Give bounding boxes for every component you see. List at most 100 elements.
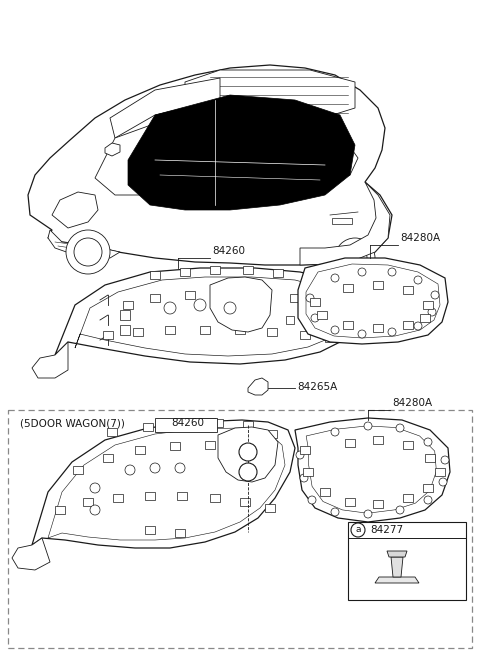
Polygon shape: [105, 143, 120, 156]
Circle shape: [175, 463, 185, 473]
Bar: [145, 526, 155, 534]
Circle shape: [335, 238, 375, 278]
Text: 84260: 84260: [171, 418, 204, 428]
Bar: [348, 522, 466, 600]
Circle shape: [239, 463, 257, 481]
Text: 84265A: 84265A: [297, 382, 337, 392]
Bar: [123, 301, 133, 309]
Bar: [320, 488, 330, 496]
Circle shape: [296, 451, 304, 459]
Bar: [300, 331, 310, 339]
Circle shape: [414, 322, 422, 330]
Bar: [345, 439, 355, 447]
Text: (5DOOR WAGON(7)): (5DOOR WAGON(7)): [20, 418, 125, 428]
Bar: [265, 504, 275, 512]
Circle shape: [364, 510, 372, 518]
Circle shape: [431, 291, 439, 299]
Text: a: a: [245, 447, 251, 457]
Bar: [143, 423, 153, 431]
Bar: [243, 421, 253, 429]
Circle shape: [396, 424, 404, 432]
Bar: [120, 310, 130, 320]
Bar: [423, 484, 433, 492]
Bar: [103, 454, 113, 462]
Bar: [300, 446, 310, 454]
Bar: [373, 500, 383, 508]
Bar: [326, 324, 334, 332]
Bar: [185, 291, 195, 299]
Bar: [120, 325, 130, 335]
Bar: [200, 326, 210, 334]
Text: 84260: 84260: [212, 246, 245, 256]
Circle shape: [424, 496, 432, 504]
Polygon shape: [48, 230, 120, 258]
Circle shape: [74, 238, 102, 266]
Polygon shape: [110, 78, 220, 138]
Bar: [145, 492, 155, 500]
Circle shape: [300, 474, 308, 482]
Bar: [317, 311, 327, 319]
Circle shape: [388, 328, 396, 336]
Bar: [420, 314, 430, 322]
Circle shape: [164, 302, 176, 314]
Bar: [343, 321, 353, 329]
Bar: [73, 466, 83, 474]
Bar: [213, 419, 223, 427]
Circle shape: [424, 438, 432, 446]
Circle shape: [331, 508, 339, 516]
Bar: [435, 468, 445, 476]
Text: 84280A: 84280A: [392, 398, 432, 408]
Bar: [373, 281, 383, 289]
Bar: [240, 498, 250, 506]
Bar: [165, 326, 175, 334]
Bar: [267, 328, 277, 336]
Circle shape: [90, 505, 100, 515]
Bar: [55, 506, 65, 514]
Bar: [290, 294, 300, 302]
Polygon shape: [128, 95, 355, 210]
Bar: [83, 498, 93, 506]
Text: 84280A: 84280A: [400, 233, 440, 243]
Bar: [235, 326, 245, 334]
Circle shape: [414, 276, 422, 284]
Bar: [273, 269, 283, 277]
Bar: [257, 291, 267, 299]
Bar: [403, 494, 413, 502]
Polygon shape: [32, 420, 295, 548]
Circle shape: [311, 314, 319, 322]
Text: 84277: 84277: [370, 525, 403, 535]
Bar: [343, 284, 353, 292]
Circle shape: [441, 456, 449, 464]
Circle shape: [396, 506, 404, 514]
Bar: [103, 331, 113, 339]
Bar: [303, 468, 313, 476]
Polygon shape: [248, 378, 268, 395]
Bar: [223, 290, 233, 298]
Bar: [237, 443, 247, 451]
Bar: [210, 494, 220, 502]
Circle shape: [364, 422, 372, 430]
Bar: [135, 446, 145, 454]
Polygon shape: [300, 182, 390, 265]
Bar: [373, 324, 383, 332]
Bar: [150, 271, 160, 279]
Polygon shape: [210, 277, 272, 332]
Circle shape: [224, 302, 236, 314]
Circle shape: [150, 463, 160, 473]
Bar: [113, 494, 123, 502]
Circle shape: [90, 483, 100, 493]
Bar: [177, 492, 187, 500]
Circle shape: [331, 274, 339, 282]
Bar: [210, 266, 220, 274]
Bar: [373, 436, 383, 444]
Circle shape: [66, 230, 110, 274]
Bar: [286, 316, 294, 324]
Circle shape: [308, 496, 316, 504]
Bar: [180, 268, 190, 276]
Circle shape: [239, 443, 257, 461]
Bar: [403, 441, 413, 449]
Circle shape: [358, 268, 366, 276]
Bar: [175, 529, 185, 537]
Circle shape: [351, 523, 365, 537]
Bar: [133, 328, 143, 336]
